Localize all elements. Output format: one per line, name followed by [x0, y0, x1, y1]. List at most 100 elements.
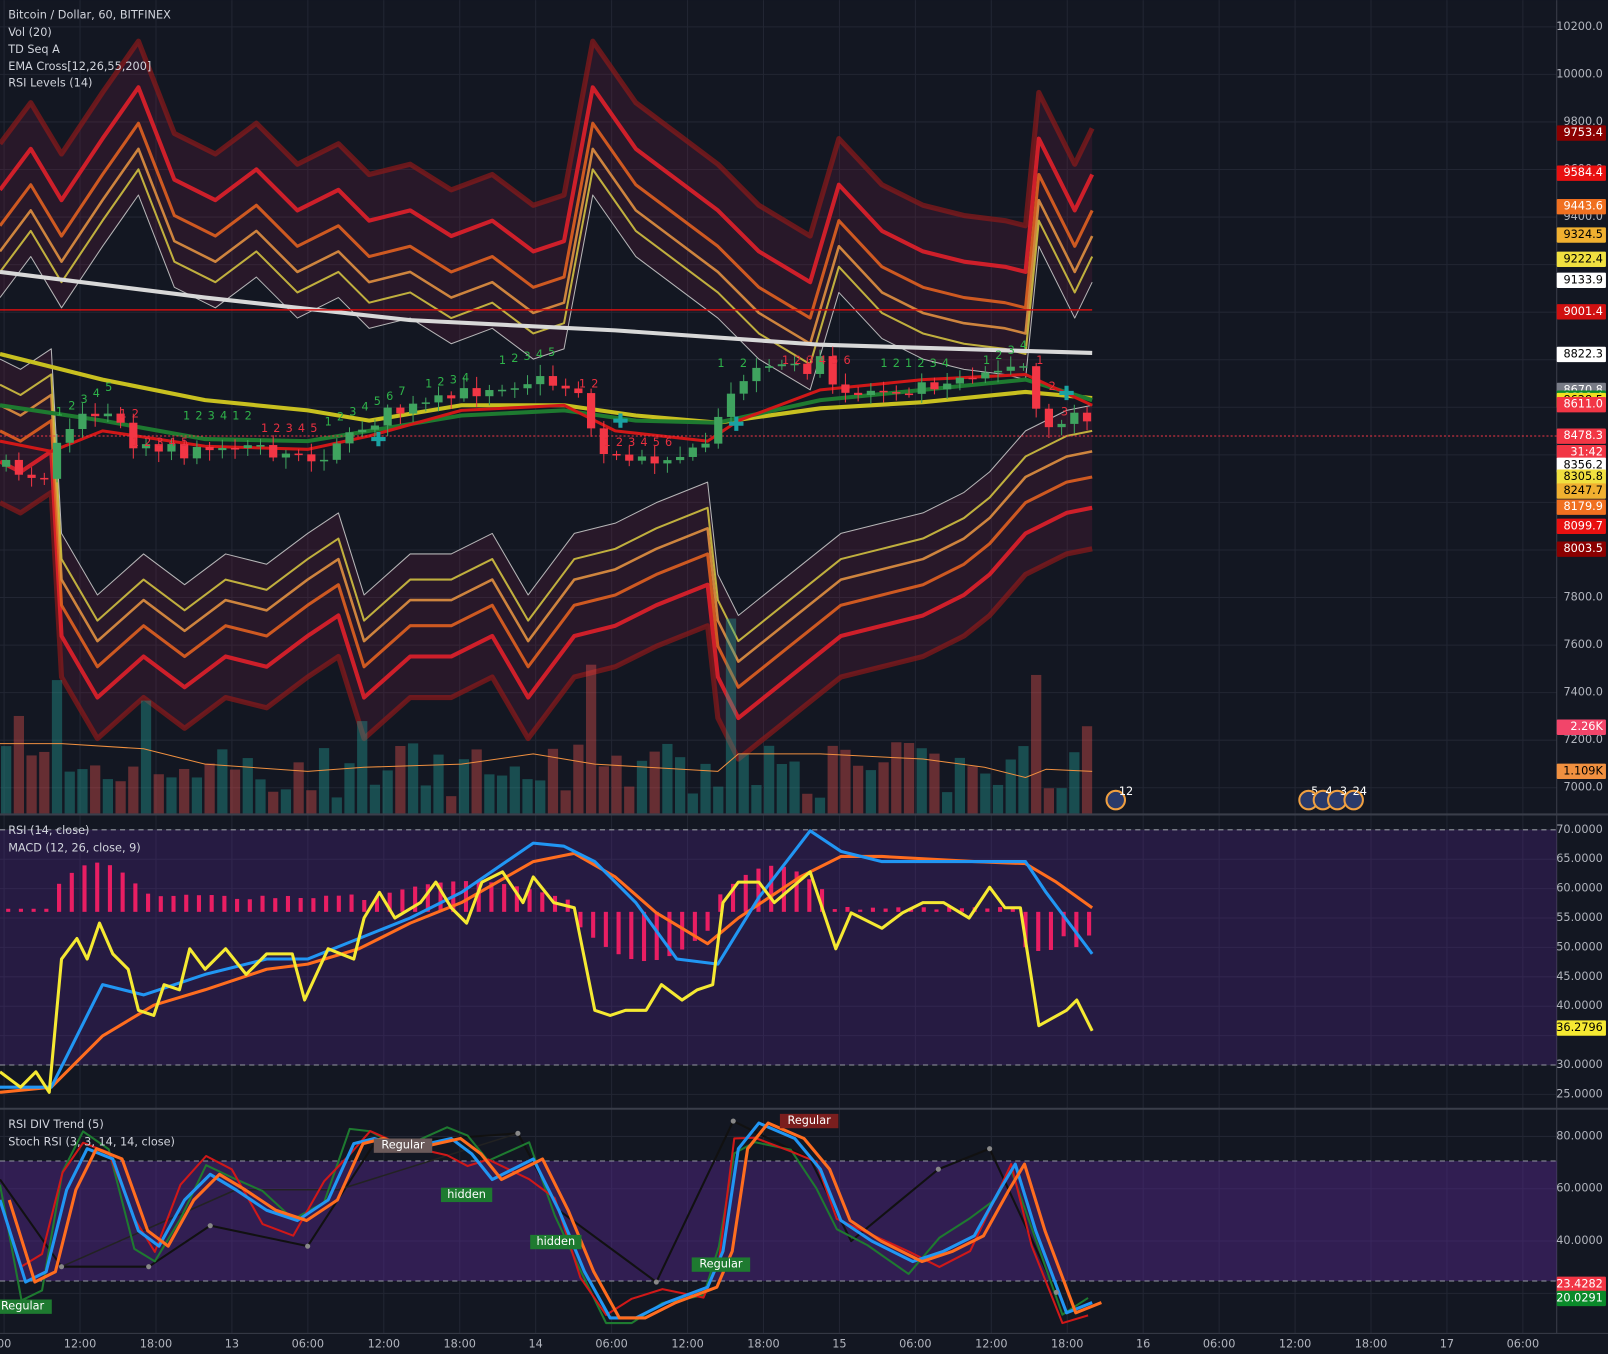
price-tag-label: 1.109K: [1563, 764, 1603, 777]
volume-bar: [446, 796, 457, 814]
price-tick-label: 10000.0: [1556, 67, 1603, 80]
price-tag-label: 31:42: [1570, 446, 1602, 459]
td-seq-digit: 4: [220, 410, 227, 423]
candle-body: [345, 432, 354, 444]
volume-bar: [674, 757, 686, 814]
macd-histogram-bar: [336, 895, 341, 912]
price-tick-label: 7600.0: [1563, 638, 1602, 651]
volume-bar: [865, 770, 876, 814]
macd-histogram-bar: [578, 911, 583, 928]
price-tag-label: 2.26K: [1570, 720, 1603, 733]
rsi-tick-label: 45.0000: [1556, 970, 1603, 983]
macd-histogram-bar: [502, 884, 507, 912]
td-seq-digit: 3: [349, 405, 356, 418]
price-tag: [1556, 227, 1606, 243]
volume-bar: [242, 758, 253, 814]
candle-body: [218, 448, 227, 451]
candle-body: [726, 393, 736, 417]
candle-body: [790, 363, 799, 366]
stoch-band: [0, 1161, 1557, 1282]
td-seq-digit: 4: [942, 357, 949, 370]
volume-bar: [280, 789, 292, 814]
pivot-dot: [58, 1264, 65, 1270]
candle-body: [383, 407, 392, 426]
macd-histogram-bar: [324, 895, 329, 912]
volume-bar: [1056, 788, 1067, 814]
price-tag: [1556, 272, 1606, 289]
candle-body: [27, 474, 36, 478]
macd-histogram-bar: [349, 894, 354, 912]
macd-histogram-bar: [463, 881, 469, 912]
time-tick-label: 06:00: [899, 1338, 931, 1351]
macd-histogram-bar: [692, 911, 697, 941]
candle-body: [91, 413, 100, 417]
macd-histogram-bar: [769, 865, 774, 912]
candle-body: [1082, 412, 1092, 422]
td-seq-digit: 5: [310, 422, 317, 435]
td-seq-digit: 1: [183, 410, 190, 423]
rsi-tick-label: 70.0000: [1556, 823, 1603, 836]
candle-body: [294, 453, 303, 456]
volume-bar: [369, 784, 381, 814]
td-seq-digit: 5: [548, 346, 555, 359]
price-tag: [1556, 1020, 1606, 1036]
volume-bar: [1081, 726, 1093, 814]
candle-body: [879, 390, 888, 393]
divergence-label: Regular: [381, 1139, 425, 1152]
macd-histogram-bar: [476, 881, 481, 912]
volume-bar: [1031, 674, 1042, 814]
volume-bar: [1, 746, 12, 814]
divergence-label-box: [440, 1187, 493, 1203]
price-tag: [1556, 1290, 1606, 1307]
price-tag: [1556, 428, 1606, 444]
price-tag: [1556, 346, 1606, 363]
candle-body: [434, 395, 443, 403]
price-tick-label: 7200.0: [1563, 733, 1602, 746]
candle-body: [854, 392, 863, 396]
macd-histogram-bar: [730, 883, 736, 912]
volume-bar: [789, 761, 800, 814]
volume-bar: [611, 755, 622, 814]
macd-histogram-bar: [756, 868, 761, 912]
event-badge-label: 24: [1353, 785, 1367, 798]
price-tag: [1556, 1276, 1606, 1293]
rsi-level-upper: [0, 85, 1095, 285]
macd-histogram-bar: [1074, 911, 1079, 948]
macd-histogram-bar: [845, 907, 850, 912]
price-tag-label: 8611.0: [1563, 398, 1602, 411]
candle-body: [14, 459, 23, 475]
time-tick-label: 18:00: [140, 1338, 172, 1351]
candle-body: [230, 448, 240, 450]
candle-body: [930, 382, 939, 390]
volume-bar: [153, 774, 164, 814]
candle-body: [1019, 366, 1028, 368]
candle-body: [510, 388, 519, 390]
candle-body: [943, 383, 952, 390]
candle-body: [892, 392, 901, 394]
td-seq-digit: 6: [843, 354, 850, 367]
time-tick-label: 16: [1136, 1338, 1150, 1351]
volume-bar: [853, 765, 864, 814]
macd-histogram-bar: [82, 865, 87, 912]
macd-histogram-bar: [273, 898, 278, 912]
td-seq-digit: 3: [81, 393, 88, 406]
td-seq-digit: 2: [917, 357, 924, 370]
candle-body: [396, 407, 405, 414]
pivot-dot: [935, 1166, 941, 1172]
macd-histogram-bar: [44, 908, 49, 912]
macd-histogram-bar: [616, 911, 621, 955]
macd-histogram-bar: [629, 911, 634, 960]
candle-body: [739, 381, 748, 394]
price-tag-label: 9443.6: [1563, 200, 1602, 213]
volume-bar: [954, 757, 966, 814]
macd-histogram-bar: [794, 871, 799, 912]
macd-histogram-bar: [31, 908, 36, 912]
macd-histogram-bar: [95, 862, 100, 912]
price-tag-label: 23.4282: [1556, 1277, 1603, 1290]
candle-body: [307, 454, 316, 462]
price-tag-label: 8247.7: [1563, 484, 1602, 497]
divergence-label-box: [779, 1113, 839, 1129]
rsi-tick-label: 65.0000: [1556, 852, 1603, 865]
volume-bar: [700, 763, 711, 814]
candle-body: [269, 445, 278, 458]
